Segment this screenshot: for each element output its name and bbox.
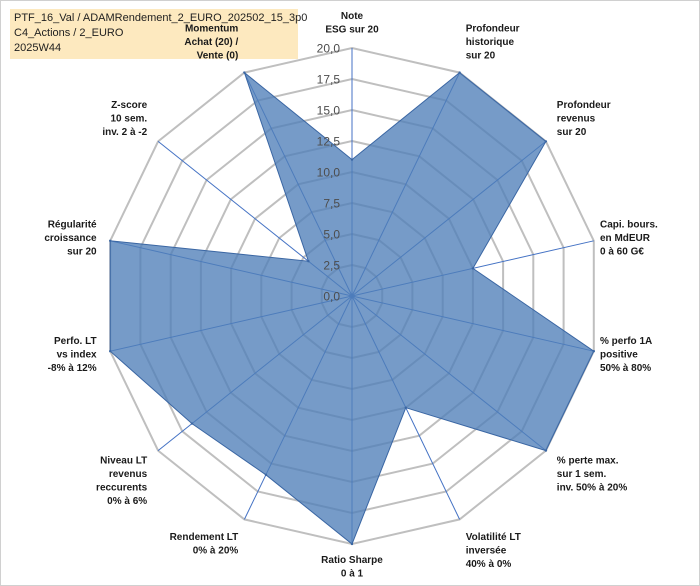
axis-label-1-line-1: historique [466,37,515,48]
axis-label-6-line-1: inversée [466,546,507,557]
axis-label-6: Volatilité LT inversée 40% à 0% [466,532,521,570]
axis-label-4-line-1: positive [600,350,638,361]
axis-label-6-line-2: 40% à 0% [466,559,512,570]
data-point-6 [404,406,407,409]
axis-label-5: % perte max. sur 1 sem. inv. 50% à 20% [557,455,628,493]
axis-label-11-line-0: Régularité [48,219,97,230]
axis-label-3-line-1: en MdEUR [600,233,651,244]
axis-label-2-line-2: sur 20 [557,127,587,138]
axis-label-12-line-2: inv. 2 à -2 [102,127,147,138]
axis-label-11-line-2: sur 20 [67,246,97,257]
tick-label-1: 2,5 [323,259,340,273]
axis-label-10-line-2: -8% à 12% [48,363,97,374]
data-point-12 [307,260,310,263]
axis-label-0-line-0: Note [341,11,364,22]
axis-label-13-line-2: Vente (0) [197,50,239,61]
axis-label-1: Profondeur historique sur 20 [466,23,520,61]
axis-label-13: Momentum Achat (20) / Vente (0) [184,23,238,61]
tick-label-0: 0,0 [323,290,340,304]
axis-label-2: Profondeur revenus sur 20 [557,100,611,138]
axis-label-12: Z-score 10 sem. inv. 2 à -2 [102,100,147,138]
data-point-2 [544,140,548,143]
axis-label-11: Régularité croissance sur 20 [44,219,97,257]
data-point-1 [458,71,461,74]
axis-label-5-line-1: sur 1 sem. [557,469,607,480]
data-point-10 [109,350,112,353]
data-point-8 [264,473,268,476]
tick-label-4: 10,0 [317,166,341,180]
axis-label-8-line-0: Rendement LT [170,532,239,543]
data-point-0 [350,158,354,161]
axis-label-4-line-0: % perfo 1A [600,336,652,347]
chart-title-line-1: PTF_16_Val / ADAMRendement_2_EURO_202502… [14,12,308,24]
axis-label-1-line-2: sur 20 [466,50,496,61]
axis-label-7-line-0: Ratio Sharpe [321,555,383,566]
axis-label-13-line-1: Achat (20) / [184,37,238,48]
radar-series [109,71,595,546]
tick-label-6: 15,0 [317,104,341,118]
data-point-4 [592,350,595,353]
axis-label-2-line-0: Profondeur [557,100,611,111]
chart-title-line-3: 2025W44 [14,42,62,54]
axis-label-12-line-1: 10 sem. [110,114,147,125]
axis-label-11-line-1: croissance [44,233,97,244]
axis-label-3-line-0: Capi. bours. [600,219,658,230]
axis-label-2-line-1: revenus [557,114,596,125]
data-point-5 [544,449,548,452]
axis-label-8-line-1: 0% à 20% [193,546,239,557]
axis-label-10: Perfo. LT vs index -8% à 12% [48,336,97,374]
data-point-7 [350,542,354,546]
axis-label-9-line-2: reccurents [96,482,148,493]
tick-label-8: 20,0 [317,42,341,56]
axis-label-9: Niveau LT revenus reccurents 0% à 6% [96,455,148,507]
axis-label-7-line-1: 0 à 1 [341,569,364,580]
axis-label-9-line-3: 0% à 6% [107,496,147,507]
tick-label-2: 5,0 [323,228,340,242]
axis-label-8: Rendement LT 0% à 20% [170,532,239,557]
axis-label-9-line-1: revenus [109,469,148,480]
axis-label-3-line-2: 0 à 60 G€ [600,246,644,257]
tick-label-7: 17,5 [317,73,341,87]
axis-label-5-line-2: inv. 50% à 20% [557,482,628,493]
tick-label-5: 12,5 [317,135,341,149]
axis-label-0-line-1: ESG sur 20 [325,25,379,36]
axis-label-4: % perfo 1A positive 50% à 80% [600,336,652,374]
radar-axis-labels: Note ESG sur 20 Profondeur historique sur 20… [44,11,658,580]
data-point-3 [471,267,475,270]
axis-label-12-line-0: Z-score [111,100,148,111]
radar-tick-labels: 0,0 2,5 5,0 7,5 10,0 12,5 15,0 17,5 20,0 [317,42,341,304]
axis-label-6-line-0: Volatilité LT [466,532,521,543]
axis-label-0: Note ESG sur 20 [325,11,379,36]
axis-label-10-line-1: vs index [57,350,97,361]
chart-title-line-2: C4_Actions / 2_EURO [14,27,124,39]
axis-label-4-line-2: 50% à 80% [600,363,651,374]
data-point-9 [190,422,194,425]
data-point-13 [243,71,246,74]
axis-label-1-line-0: Profondeur [466,23,520,34]
axis-label-7: Ratio Sharpe 0 à 1 [321,555,383,580]
tick-label-3: 7,5 [323,197,340,211]
axis-label-5-line-0: % perte max. [557,455,619,466]
axis-label-3: Capi. bours. en MdEUR 0 à 60 G€ [600,219,658,257]
chart-title-box: PTF_16_Val / ADAMRendement_2_EURO_202502… [10,9,307,59]
axis-label-9-line-0: Niveau LT [100,455,147,466]
axis-label-13-line-0: Momentum [185,23,238,34]
data-point-11 [109,239,112,242]
axis-label-10-line-0: Perfo. LT [54,336,97,347]
